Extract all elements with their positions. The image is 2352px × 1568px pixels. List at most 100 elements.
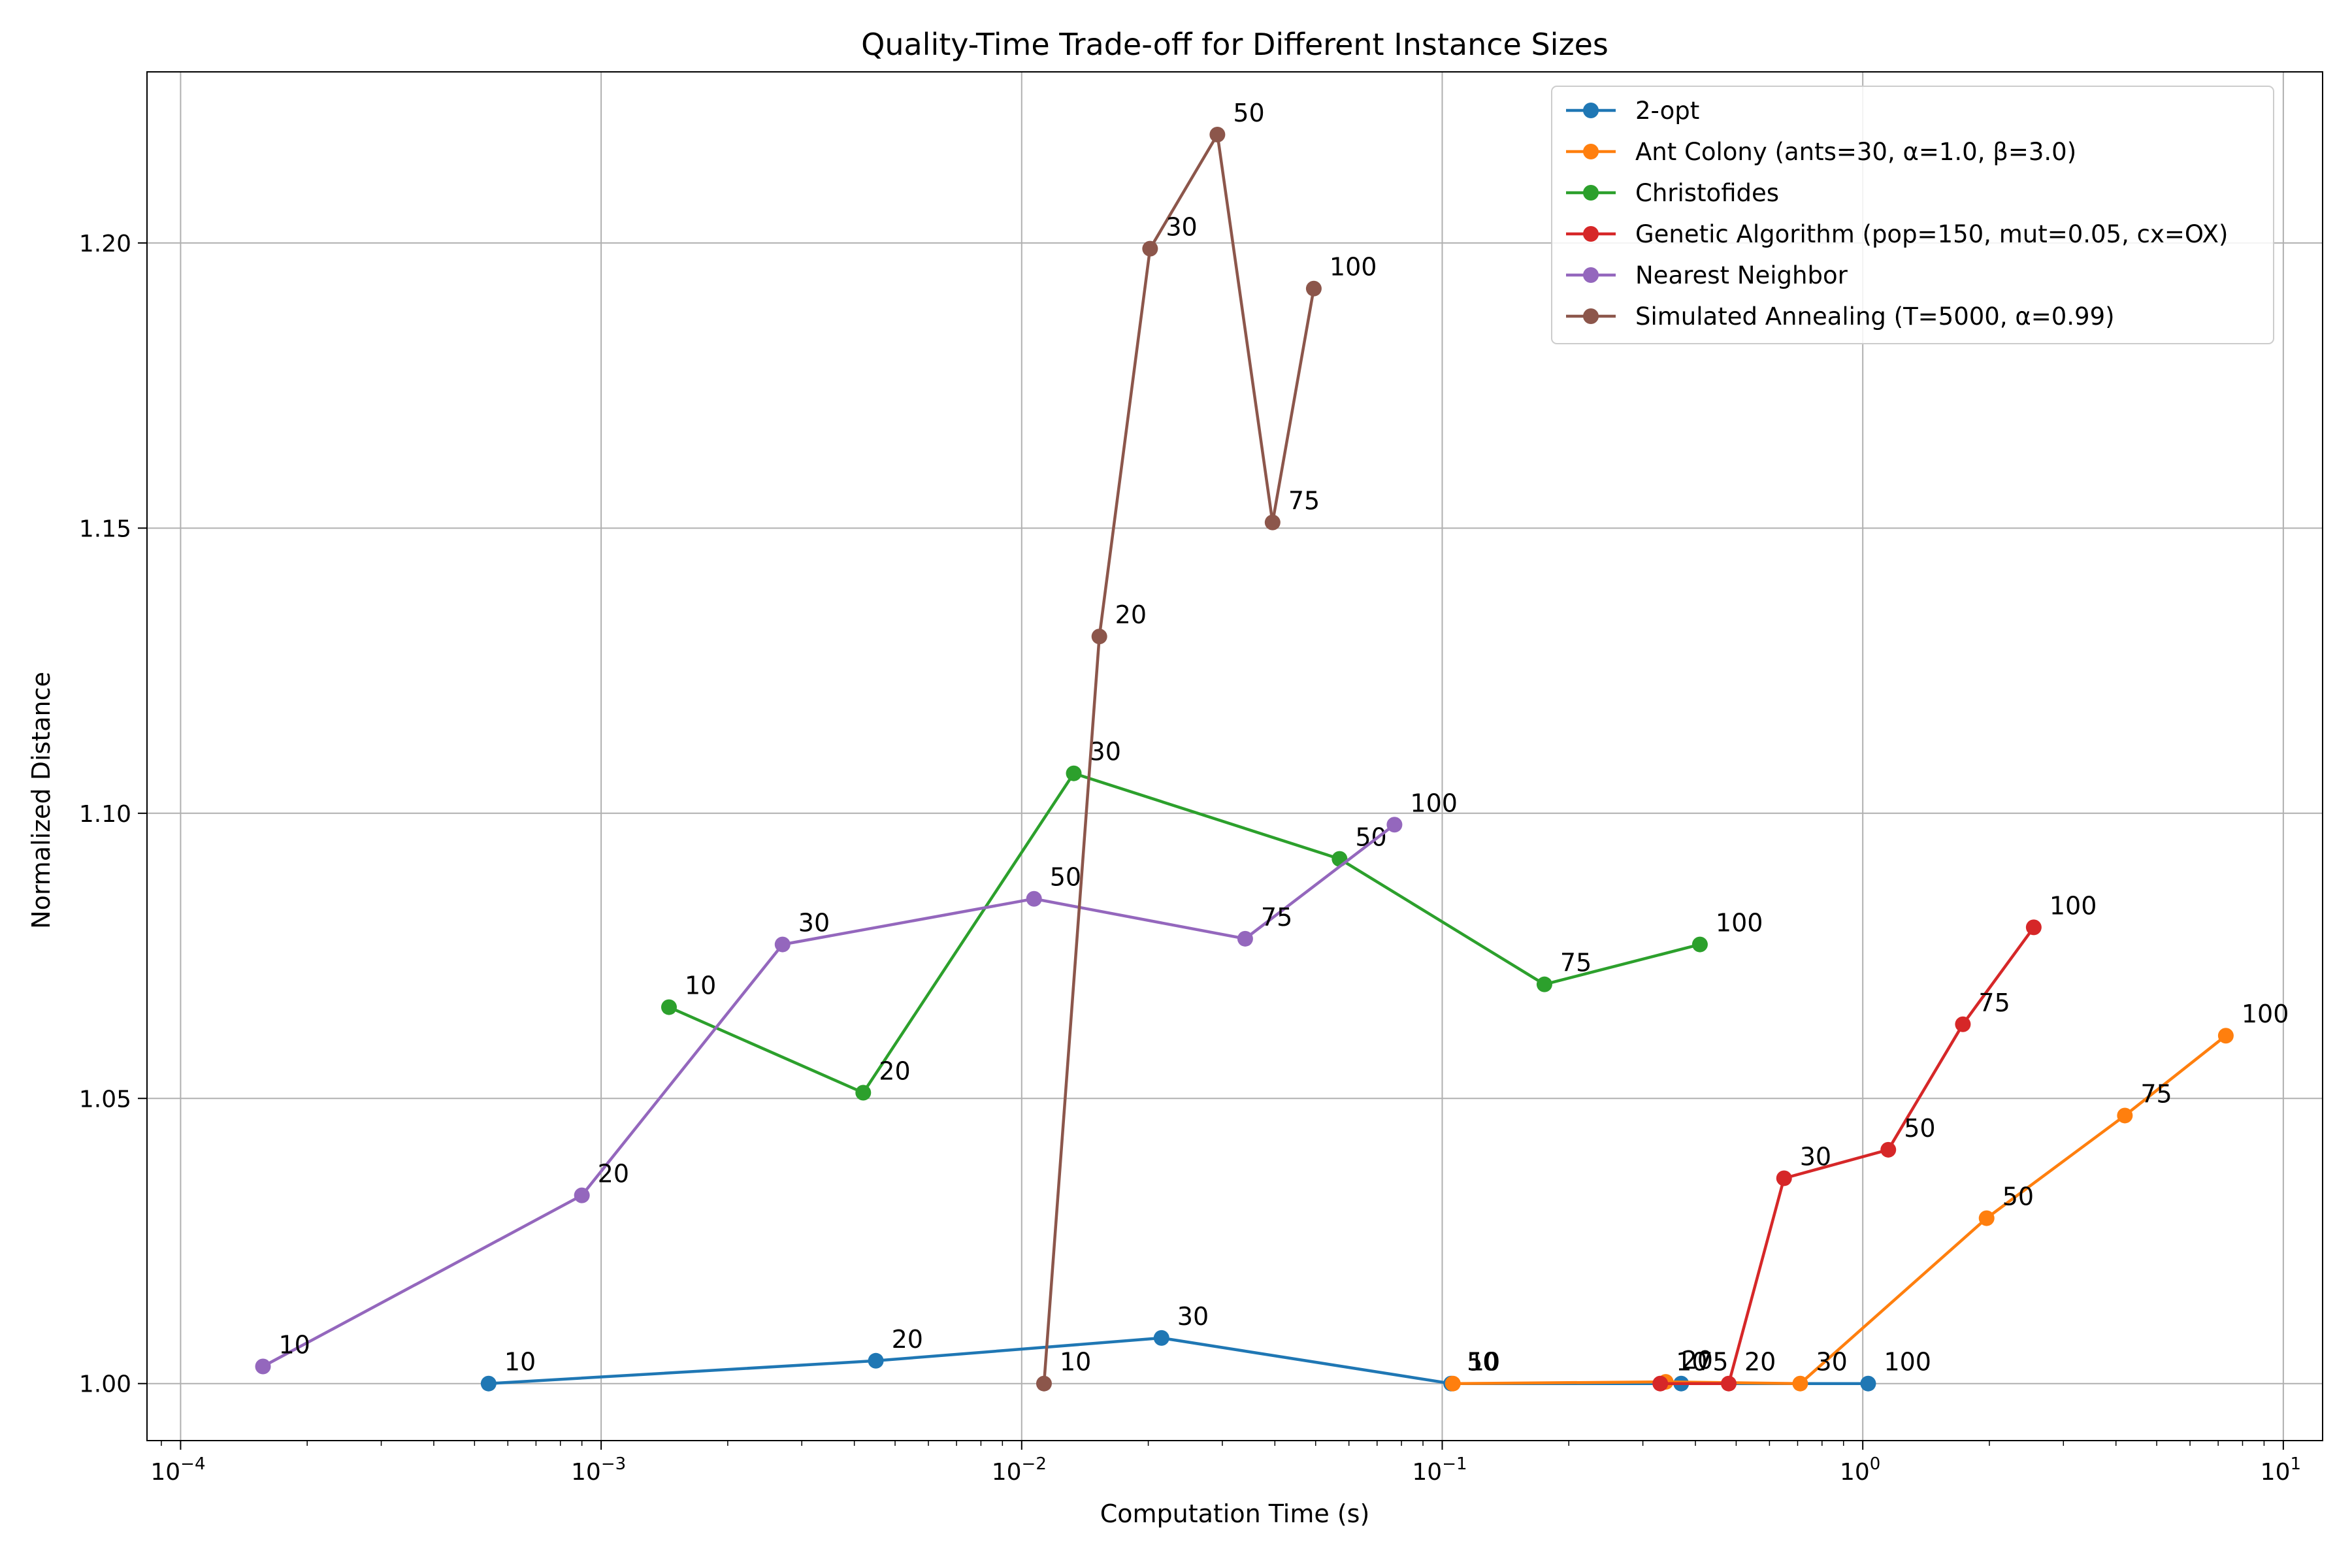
data-label: 100: [1410, 789, 1458, 817]
data-label: 50: [1355, 823, 1386, 852]
data-point: [1153, 1330, 1169, 1346]
series-line: [1451, 1034, 2228, 1385]
legend-marker: [1583, 144, 1599, 159]
data-point: [1036, 1375, 1052, 1392]
data-point: [774, 936, 791, 953]
data-label: 20: [1744, 1348, 1776, 1377]
legend-box: [1551, 86, 2274, 344]
data-point: [1978, 1210, 1995, 1226]
data-label: 30: [798, 909, 830, 938]
x-tick-exponent: 0: [1870, 1454, 1881, 1474]
series-2: 10 20 30 50 75 100: [661, 738, 1763, 1101]
data-point: [255, 1358, 271, 1375]
legend: 2-opt Ant Colony (ants=30, α=1.0, β=3.0) C…: [1551, 86, 2274, 344]
x-tick-exponent: −3: [601, 1454, 626, 1474]
legend-label: Genetic Algorithm (pop=150, mut=0.05, cx…: [1635, 220, 2228, 248]
data-label: 30: [1816, 1348, 1847, 1377]
data-point: [1445, 1375, 1461, 1392]
data-point: [1026, 890, 1042, 907]
data-label: 30: [1166, 213, 1197, 242]
y-tick-label: 1.00: [79, 1371, 131, 1398]
x-tick-exponent: 1: [2290, 1454, 2301, 1474]
legend-marker: [1583, 185, 1599, 201]
x-tick-exponent: −4: [180, 1454, 205, 1474]
data-point: [1955, 1016, 1971, 1032]
series-4: 10 20 30 50 75 100: [255, 789, 1458, 1375]
data-point: [1792, 1375, 1808, 1392]
legend-label: 2-opt: [1635, 97, 1699, 125]
data-label: 50: [1904, 1114, 1935, 1143]
data-label: 30: [1800, 1142, 1831, 1171]
data-label: 10: [504, 1348, 536, 1377]
data-point: [2217, 1028, 2234, 1044]
data-point: [1386, 817, 1403, 833]
data-point: [1331, 851, 1348, 867]
legend-label: Ant Colony (ants=30, α=1.0, β=3.0): [1635, 138, 2076, 166]
y-tick-label: 1.05: [79, 1086, 131, 1113]
data-point: [1880, 1141, 1897, 1158]
data-label: 100: [2242, 1000, 2289, 1028]
data-point: [1209, 127, 1226, 143]
y-tick-label: 1.10: [79, 801, 131, 828]
y-tick-label: 1.20: [79, 231, 131, 257]
data-label: 20: [879, 1057, 910, 1086]
data-label: 75: [1978, 988, 2010, 1017]
data-point: [855, 1085, 872, 1101]
data-point: [868, 1352, 884, 1369]
legend-label: Simulated Annealing (T=5000, α=0.99): [1635, 302, 2115, 331]
data-point: [1652, 1375, 1669, 1392]
legend-marker: [1583, 103, 1599, 118]
data-label: 30: [1177, 1302, 1209, 1331]
data-label: 100: [2050, 891, 2097, 920]
data-point: [1142, 240, 1158, 257]
data-point: [1264, 514, 1281, 531]
x-tick-label: 10−4: [150, 1454, 205, 1486]
axis-ticks: 10−4 10−3 10−2 10−1 100 1011.001.051.101.151.…: [79, 231, 2301, 1486]
x-tick-exponent: −2: [1022, 1454, 1047, 1474]
data-point: [1237, 930, 1253, 947]
data-point: [1305, 280, 1322, 297]
x-axis-label: Computation Time (s): [1100, 1499, 1370, 1528]
data-point: [1091, 629, 1107, 645]
data-point: [2117, 1107, 2133, 1124]
data-point: [574, 1187, 590, 1203]
data-label: 50: [1233, 99, 1264, 127]
y-tick-label: 1.15: [79, 515, 131, 542]
chart-title: Quality-Time Trade-off for Different Ins…: [861, 27, 1609, 62]
data-label: 10: [279, 1331, 310, 1360]
data-label: 30: [1090, 738, 1121, 766]
data-label: 20: [1682, 1346, 1713, 1375]
series-5: 10 20 30 50 75 100: [1036, 99, 1377, 1392]
legend-marker: [1583, 267, 1599, 283]
data-point: [1536, 976, 1552, 992]
x-tick-label: 10−3: [571, 1454, 626, 1486]
legend-label: Nearest Neighbor: [1635, 261, 1848, 289]
data-label: 10: [1060, 1348, 1091, 1377]
data-label: 20: [892, 1325, 923, 1354]
data-point: [1860, 1375, 1876, 1392]
x-tick-label: 101: [2261, 1454, 2301, 1486]
series-line: [1658, 926, 2036, 1385]
data-label: 20: [1115, 600, 1147, 629]
plot-frame: [146, 71, 2323, 1441]
data-label: 75: [2140, 1079, 2172, 1108]
data-label: 75: [1697, 1348, 1728, 1377]
x-tick-exponent: −1: [1442, 1454, 1467, 1474]
data-label: 10: [1469, 1348, 1500, 1377]
data-point: [661, 999, 677, 1015]
data-point: [1691, 936, 1708, 953]
data-point: [1776, 1170, 1792, 1186]
data-label: 20: [598, 1160, 629, 1188]
data-label: 10: [685, 972, 716, 1000]
data-point: [2025, 919, 2042, 936]
data-label: 75: [1560, 949, 1592, 977]
x-tick-label: 100: [1840, 1454, 1880, 1486]
legend-marker: [1583, 226, 1599, 242]
data-label: 100: [1884, 1348, 1931, 1377]
data-point: [480, 1375, 497, 1392]
data-label: 50: [1050, 863, 1081, 892]
data-label: 10: [1676, 1348, 1707, 1377]
